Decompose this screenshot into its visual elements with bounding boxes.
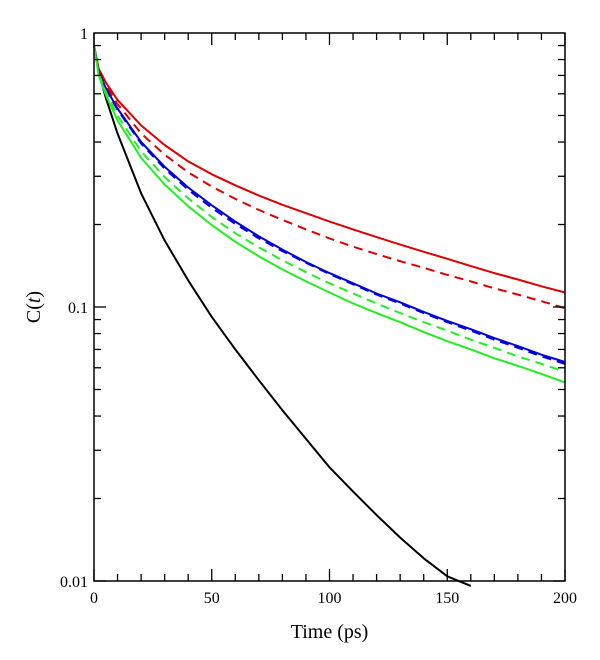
x-tick-label: 200 xyxy=(553,590,577,607)
series-line-1 xyxy=(93,45,566,294)
y-tick-label: 0.01 xyxy=(60,574,88,591)
x-tick-label: 100 xyxy=(318,590,342,607)
x-tick-label: 0 xyxy=(90,590,98,607)
series-line-5 xyxy=(93,45,566,373)
y-axis-label-base: C( xyxy=(23,303,45,323)
series-line-4 xyxy=(93,45,566,365)
series-layer xyxy=(93,45,566,587)
y-tick-label: 0.1 xyxy=(68,300,88,317)
x-tick-label: 50 xyxy=(204,590,220,607)
series-line-6 xyxy=(93,45,566,384)
labels-layer: 0 50 100 150 200 0.01 0.1 1 xyxy=(60,26,577,607)
x-tick-label: 150 xyxy=(435,590,459,607)
y-axis-label: C(t) xyxy=(23,291,45,323)
y-axis-label-close: ) xyxy=(23,291,45,298)
y-axis-label-var: t xyxy=(23,297,45,303)
ticks-layer xyxy=(93,33,566,582)
y-tick-label: 1 xyxy=(80,26,88,43)
series-line-0 xyxy=(93,45,472,587)
plot-frame xyxy=(93,32,566,582)
series-line-2 xyxy=(93,45,566,310)
series-line-3 xyxy=(93,45,566,363)
x-axis-label: Time (ps) xyxy=(291,621,369,643)
